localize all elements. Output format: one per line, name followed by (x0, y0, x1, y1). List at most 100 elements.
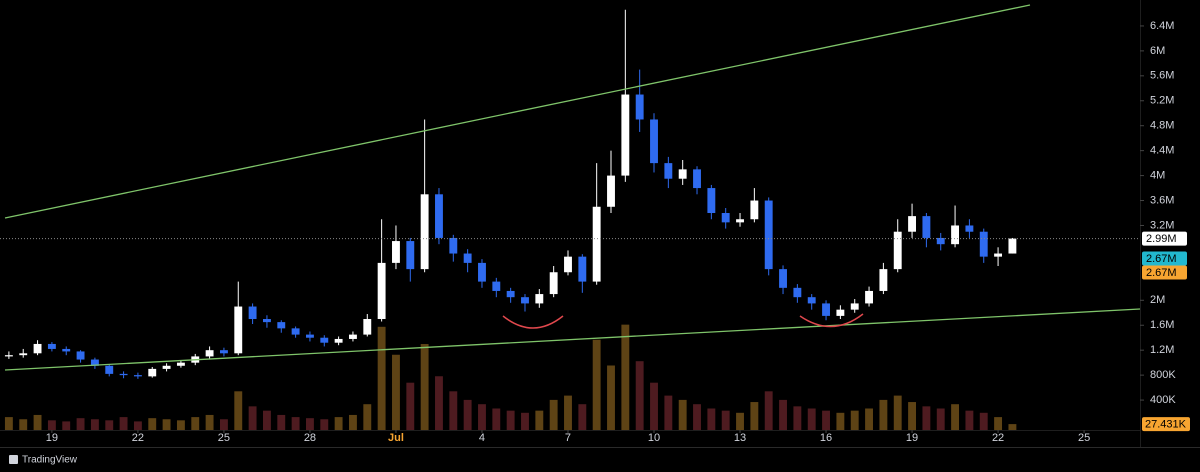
volume-bar (592, 339, 601, 430)
volume-bar (90, 419, 99, 430)
candle-body (363, 319, 372, 335)
volume-bar (76, 418, 85, 430)
x-tick-label: 22 (132, 432, 144, 444)
price-tag (1142, 231, 1187, 246)
x-tick-label: 7 (565, 432, 571, 444)
y-tick-label: 1.2M (1150, 344, 1174, 356)
candle-body (936, 237, 945, 245)
candle-body (650, 119, 658, 164)
candle-body (277, 322, 286, 329)
candle-body (119, 373, 128, 376)
candle-body (463, 253, 472, 263)
candle-body (205, 350, 214, 357)
y-tick-label: 6M (1150, 45, 1165, 57)
volume-bar (349, 414, 357, 430)
volume-bar (836, 412, 845, 430)
volume-bar (922, 406, 931, 430)
candle-body (879, 269, 888, 291)
candle-body (592, 206, 601, 282)
candle-body (377, 262, 386, 320)
candle-body (893, 231, 902, 270)
candle-body (420, 194, 429, 270)
volume-bar (635, 361, 644, 430)
arc-annotation (502, 315, 564, 329)
candle-body (320, 337, 329, 343)
price-tag-label: 2.67M (1146, 253, 1177, 265)
candle-body (478, 262, 486, 282)
candle-body (865, 290, 873, 304)
candle-body (162, 365, 171, 369)
volume-bar (133, 421, 142, 430)
y-tick-label: 6.4M (1150, 20, 1174, 32)
volume-bar (578, 404, 587, 430)
candle-body (564, 256, 572, 273)
x-tick-label: 16 (820, 432, 832, 444)
volume-bar (62, 421, 71, 430)
x-tick-label: 10 (648, 432, 660, 444)
volume-bar (650, 382, 658, 430)
candle-body (922, 216, 931, 238)
volume-bar (363, 404, 372, 430)
candle-body (994, 253, 1003, 257)
volume-bar (33, 414, 42, 430)
volume-bar (807, 408, 816, 430)
trend-line (4, 4, 1031, 219)
candle-body (750, 200, 759, 220)
candle-body (435, 194, 443, 238)
y-tick-label: 800K (1150, 369, 1176, 381)
candle-body (836, 309, 845, 316)
volume-bar (205, 414, 214, 430)
candle-body (951, 225, 960, 245)
volume-bar (176, 420, 185, 430)
y-tick-label: 5.2M (1150, 95, 1174, 107)
price-tag (1142, 251, 1187, 266)
y-tick-label: 3.6M (1150, 194, 1174, 206)
candle-body (291, 328, 300, 335)
volume-bar (779, 399, 787, 430)
price-tag (1142, 265, 1187, 280)
volume-bar (320, 419, 329, 430)
candle-body (578, 256, 587, 282)
volume-bar (248, 406, 257, 430)
volume-tag (1142, 417, 1190, 432)
volume-bar (449, 391, 458, 430)
candle-body (521, 297, 529, 304)
volume-bar (865, 408, 873, 430)
volume-bar (492, 408, 501, 430)
candle-body (262, 319, 271, 323)
candle-body (707, 188, 716, 214)
candle-body (306, 334, 314, 338)
volume-bar (793, 406, 802, 430)
plot-area (4, 9, 1017, 430)
volume-bar (219, 419, 228, 430)
volume-bar (4, 417, 13, 430)
volume-bar (119, 417, 128, 430)
candle-body (621, 94, 630, 176)
volume-bar (994, 417, 1003, 430)
volume-bar (822, 410, 830, 430)
candle-body (822, 303, 830, 316)
volume-bar (478, 404, 486, 430)
candle-body (779, 269, 787, 288)
candle-body (219, 350, 228, 354)
candle-body (764, 200, 773, 270)
candle-body (449, 237, 458, 254)
volume-bar (406, 382, 415, 430)
trend-line (4, 308, 1141, 371)
x-tick-label: 19 (906, 432, 918, 444)
volume-bar (234, 391, 243, 430)
volume-bar (306, 418, 314, 430)
y-tick-label: 2M (1150, 294, 1165, 306)
candle-body (1008, 238, 1017, 254)
x-tick-label: 28 (304, 432, 316, 444)
candle-body (535, 294, 544, 304)
y-tick-label: 1.6M (1150, 319, 1174, 331)
logo-icon (9, 455, 18, 464)
volume-bar (535, 410, 544, 430)
volume-bar (334, 417, 343, 430)
volume-bar (736, 412, 744, 430)
volume-bar (392, 354, 400, 430)
candle-body (76, 351, 85, 360)
volume-bar (764, 391, 773, 430)
